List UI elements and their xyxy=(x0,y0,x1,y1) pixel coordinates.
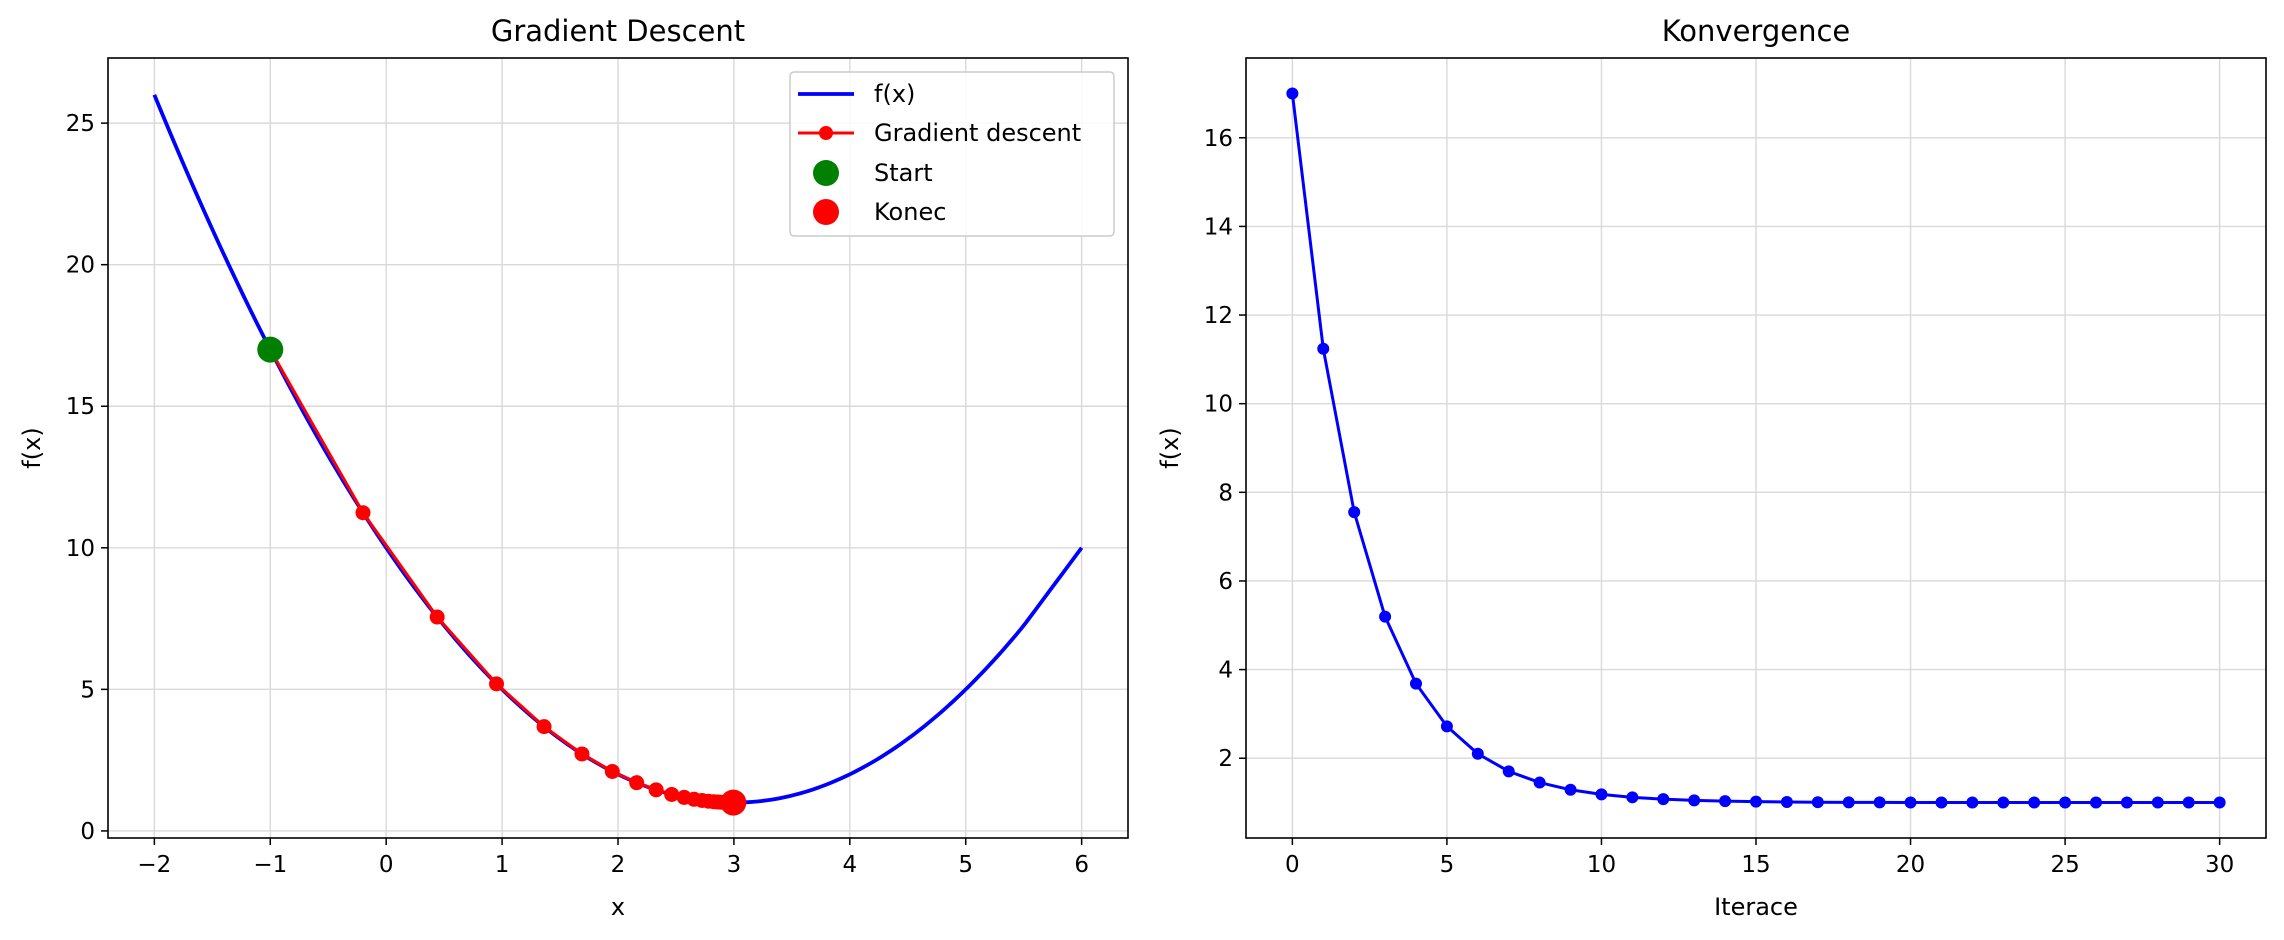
data-point xyxy=(648,782,664,798)
data-point xyxy=(1935,796,1948,809)
x-tick-label: 5 xyxy=(1440,852,1455,878)
data-point xyxy=(2182,796,2195,809)
konvergence-panel: 0 5 10 15 20 25 30 2 4 6 8 10 12 14 16 Konvergence Itera… xyxy=(1156,14,2267,921)
gradient-descent-panel: −2 −1 0 1 2 3 4 5 6 0 5 10 15 20 25 Gradient Descent x f(… xyxy=(18,14,1129,921)
y-tick-label: 0 xyxy=(80,819,95,845)
x-tick-label: 0 xyxy=(1285,852,1300,878)
x-tick-label: 2 xyxy=(611,852,626,878)
data-point xyxy=(1533,776,1546,789)
data-point xyxy=(489,676,505,692)
legend-label: Konec xyxy=(874,198,946,226)
x-tick-label: −2 xyxy=(137,852,171,878)
data-point xyxy=(2028,796,2041,809)
x-tick-label: 4 xyxy=(842,852,857,878)
data-point xyxy=(429,609,445,625)
chart-title: Gradient Descent xyxy=(491,14,745,48)
x-tick-label: 15 xyxy=(1741,852,1770,878)
x-tick-label: 10 xyxy=(1587,852,1616,878)
marker-start xyxy=(257,336,284,363)
data-point xyxy=(629,775,645,791)
x-tick-label: 5 xyxy=(958,852,973,878)
data-point xyxy=(574,746,590,762)
series-layer xyxy=(1286,87,2226,809)
data-point xyxy=(1657,793,1670,806)
legend-box xyxy=(789,71,1115,237)
y-tick-label: 25 xyxy=(66,111,95,137)
data-point xyxy=(2213,796,2226,809)
x-tick-label: 6 xyxy=(1074,852,1089,878)
y-tick-label: 10 xyxy=(1204,392,1233,418)
x-tick-label: −1 xyxy=(253,852,287,878)
data-point xyxy=(2090,796,2102,809)
legend-label: Start xyxy=(874,159,933,187)
y-tick-label: 5 xyxy=(80,677,95,703)
legend-swatch-marker xyxy=(813,199,839,225)
data-point xyxy=(1842,796,1855,809)
data-point xyxy=(1873,796,1886,809)
x-tick-label: 25 xyxy=(2050,852,2079,878)
y-tick-label: 8 xyxy=(1218,480,1233,506)
data-point xyxy=(2059,796,2072,809)
data-point xyxy=(1410,677,1422,690)
data-point xyxy=(355,505,371,521)
data-point xyxy=(536,719,552,735)
data-point xyxy=(1502,765,1515,778)
y-tick-label: 20 xyxy=(66,253,95,279)
legend-swatch-marker xyxy=(819,126,833,140)
y-tick-label: 10 xyxy=(66,536,95,562)
data-point xyxy=(1750,795,1762,808)
data-point xyxy=(604,763,620,779)
x-tick-label: 20 xyxy=(1896,852,1925,878)
data-point xyxy=(1379,610,1392,623)
x-tick-label: 0 xyxy=(379,852,394,878)
data-point xyxy=(1626,791,1639,804)
y-axis-label: f(x) xyxy=(1156,427,1184,468)
legend-label: Gradient descent xyxy=(874,119,1081,147)
y-axis-label: f(x) xyxy=(18,427,46,468)
legend: f(x) Gradient descent Start Konec xyxy=(789,71,1115,237)
x-tick-label: 30 xyxy=(2205,852,2234,878)
data-point xyxy=(1997,796,2010,809)
y-tick-label: 2 xyxy=(1218,746,1233,772)
x-tick-label: 1 xyxy=(495,852,510,878)
y-tick-label: 15 xyxy=(66,394,95,420)
data-point xyxy=(1471,747,1484,760)
data-point xyxy=(664,786,680,802)
series-layer xyxy=(152,94,1084,816)
data-point xyxy=(2151,796,2164,809)
data-point xyxy=(1348,506,1361,519)
y-tick-label: 6 xyxy=(1218,569,1233,595)
chart-title: Konvergence xyxy=(1662,14,1851,48)
y-tick-label: 14 xyxy=(1204,214,1233,240)
marker-konec xyxy=(720,789,747,816)
data-point xyxy=(1564,783,1577,796)
x-tick-label: 3 xyxy=(727,852,742,878)
data-point xyxy=(1904,796,1917,809)
legend-swatch-marker xyxy=(813,160,839,186)
y-tick-label: 4 xyxy=(1218,658,1233,684)
data-point xyxy=(1440,720,1453,733)
data-point xyxy=(1811,796,1824,809)
data-point xyxy=(1317,342,1330,355)
data-point xyxy=(1780,795,1793,808)
x-axis-label: Iterace xyxy=(1714,893,1798,921)
legend-label: f(x) xyxy=(874,80,915,108)
data-point xyxy=(1595,788,1608,801)
data-point xyxy=(1966,796,1979,809)
y-tick-label: 12 xyxy=(1204,303,1233,329)
data-point xyxy=(1286,87,1299,100)
x-axis-label: x xyxy=(611,893,625,921)
data-point xyxy=(1688,794,1701,807)
y-tick-label: 16 xyxy=(1204,126,1233,152)
data-point xyxy=(2120,796,2133,809)
data-point xyxy=(1719,795,1732,808)
